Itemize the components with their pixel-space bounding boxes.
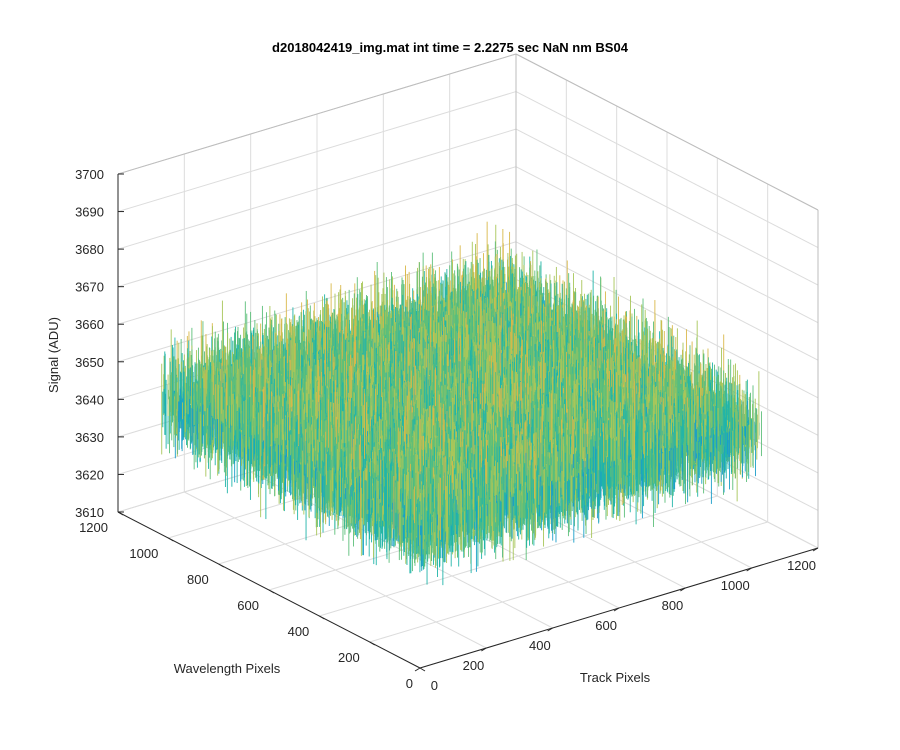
- floor-grid-line: [319, 495, 718, 617]
- side-wall-grid-line: [515, 128, 819, 286]
- floor-grid-line: [369, 521, 768, 643]
- back-wall-grid-line: [117, 91, 517, 213]
- back-wall-grid-line: [117, 128, 517, 250]
- back-wall-grid-line: [117, 203, 517, 325]
- side-wall-grid-line: [515, 241, 819, 399]
- side-wall-grid-line: [515, 91, 819, 249]
- back-wall-grid-line: [117, 241, 517, 363]
- surface-layer: [161, 221, 762, 586]
- side-wall-grid-line: [515, 203, 819, 361]
- side-wall-grid-line: [515, 166, 819, 324]
- box-edge: [117, 53, 517, 175]
- box-edge: [515, 53, 819, 211]
- back-wall-grid-line: [117, 166, 517, 288]
